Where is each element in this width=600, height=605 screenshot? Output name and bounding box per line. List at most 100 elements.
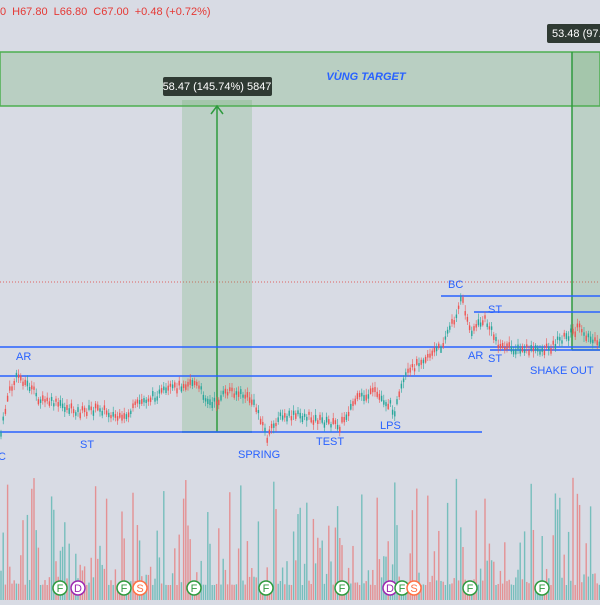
volume-bar — [486, 560, 488, 600]
candle-body — [477, 319, 480, 326]
volume-bar — [46, 585, 48, 600]
annotation: TEST — [316, 436, 344, 448]
candle-body — [550, 347, 552, 354]
volume-bar — [132, 492, 134, 600]
candle-body — [152, 391, 154, 397]
candle-body — [376, 391, 378, 397]
volume-bar — [28, 579, 31, 600]
candle-body — [460, 296, 462, 302]
volume-bar — [594, 573, 596, 600]
volume-bar — [24, 584, 26, 600]
candle-body — [108, 412, 110, 418]
candle-body — [471, 330, 473, 337]
candle-body — [288, 410, 290, 416]
event-label: F — [191, 583, 198, 595]
candle-body — [138, 400, 141, 405]
candle-body — [229, 387, 231, 392]
volume-bar — [532, 529, 535, 600]
candle-body — [211, 402, 213, 408]
candle-body — [402, 378, 405, 383]
candle-body — [429, 353, 431, 358]
volume-bar — [581, 582, 583, 600]
candle-body — [504, 347, 506, 351]
candle-body — [310, 417, 312, 423]
volume-bar — [508, 579, 510, 600]
measure-badge — [547, 24, 600, 43]
annotation: AR — [16, 351, 31, 363]
volume-bar — [385, 556, 387, 600]
volume-bar — [367, 570, 370, 600]
volume-bar — [572, 477, 574, 600]
candle-body — [257, 410, 260, 414]
ohlc-value: +0.48 (+0.72%) — [135, 6, 211, 18]
volume-bar — [352, 545, 354, 600]
volume-bar — [541, 536, 543, 600]
candle-body — [413, 368, 416, 372]
candle-body — [451, 318, 453, 324]
volume-bar — [156, 530, 158, 600]
candle-body — [486, 323, 488, 327]
candle-body — [325, 416, 328, 423]
volume-bar — [592, 573, 594, 600]
volume-bar — [103, 568, 106, 600]
volume-bar — [31, 488, 33, 600]
candle-body — [554, 344, 557, 349]
candle-body — [268, 429, 271, 435]
candle-body — [534, 345, 537, 351]
candle-body — [264, 427, 266, 432]
candle-body — [50, 396, 53, 401]
volume-bar — [90, 557, 92, 600]
volume-bar — [501, 583, 504, 600]
candle-body — [154, 397, 156, 402]
volume-bar — [339, 537, 341, 600]
candle-body — [119, 412, 121, 418]
candle-body — [112, 411, 114, 417]
candle-body — [39, 399, 42, 403]
candle-body — [488, 326, 491, 330]
volume-bar — [231, 584, 233, 600]
volume-bar — [427, 495, 429, 600]
volume-bar — [48, 577, 51, 600]
candle-body — [433, 347, 436, 353]
candle-body — [440, 346, 442, 353]
volume-bar — [279, 580, 282, 600]
volume-bar — [429, 582, 431, 600]
candle-body — [517, 344, 519, 350]
candle-body — [37, 399, 40, 405]
volume-bar — [101, 564, 103, 600]
candle-body — [409, 367, 411, 373]
candle-body — [587, 333, 590, 338]
volume-bar — [455, 478, 458, 600]
volume-bar — [574, 584, 576, 600]
volume-bar — [4, 584, 7, 600]
annotation: AR — [468, 350, 483, 362]
candle-body — [290, 416, 293, 421]
event-icon — [534, 580, 550, 596]
volume-bar — [563, 554, 565, 600]
volume-bar — [64, 522, 66, 600]
candle-body — [365, 394, 367, 401]
event-icon — [258, 580, 274, 596]
candle-body — [372, 387, 374, 393]
volume-bar — [149, 566, 152, 600]
annotation: C — [0, 451, 6, 463]
volume-bar — [215, 583, 218, 600]
volume-bar — [301, 584, 304, 600]
volume-bar — [94, 486, 97, 600]
candle-body — [145, 399, 147, 404]
candle-body — [218, 399, 220, 406]
candle-body — [330, 424, 332, 428]
volume-bar — [583, 574, 585, 600]
event-icon — [132, 580, 148, 596]
volume-bar — [510, 584, 513, 600]
volume-bar — [42, 584, 44, 600]
candle-body — [541, 347, 543, 352]
candle-body — [490, 326, 493, 330]
candle-body — [156, 396, 158, 401]
candle-body — [273, 423, 275, 428]
volume-bar — [277, 583, 279, 600]
candle-body — [167, 385, 169, 391]
candle-body — [473, 326, 475, 331]
volume-bar — [363, 583, 365, 600]
